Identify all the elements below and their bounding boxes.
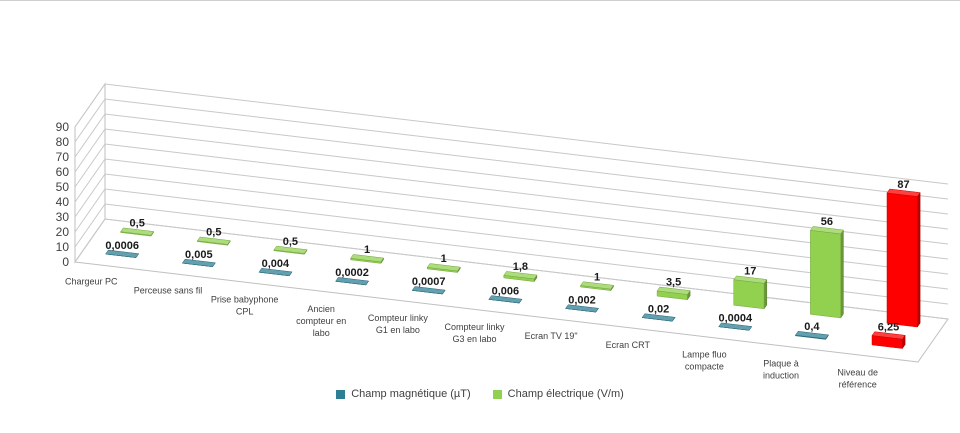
- bar-magnetic: [488, 295, 523, 304]
- category-label: Plaque à induction: [763, 358, 799, 380]
- bar-magnetic: [794, 331, 829, 341]
- data-label-magnetic: 0,0004: [718, 313, 753, 325]
- data-label-electric: 3,5: [666, 277, 681, 289]
- bar-electric: [196, 236, 231, 247]
- data-label-electric: 0,5: [283, 236, 298, 248]
- bar-magnetic: [871, 331, 906, 350]
- data-label-electric: 87: [897, 179, 909, 191]
- data-label-magnetic: 0,004: [262, 258, 290, 270]
- bar-electric: [426, 263, 461, 274]
- top-rule: [0, 0, 960, 1]
- legend: Champ magnétique (µT) Champ électrique (…: [0, 388, 960, 400]
- data-label-magnetic: 0,002: [568, 294, 596, 306]
- category-label: Prise babyphone CPL: [211, 295, 279, 317]
- side-wall: [74, 82, 106, 264]
- bars: [105, 188, 921, 350]
- data-label-magnetic: 0,0007: [412, 276, 446, 288]
- data-label-electric: 1: [594, 271, 600, 283]
- y-tick-label: 70: [56, 150, 70, 164]
- data-label-electric: 1: [364, 244, 370, 256]
- gridline: [74, 143, 949, 245]
- category-label: Lampe fluo compacte: [682, 349, 727, 371]
- data-label-magnetic: 0,005: [185, 249, 213, 261]
- y-tick-label: 20: [56, 225, 70, 239]
- category-label: Ecran TV 19": [525, 331, 578, 341]
- data-label-electric: 56: [821, 216, 833, 228]
- bar-electric: [886, 188, 921, 328]
- category-label: Compteur linky G3 en labo: [444, 322, 505, 344]
- bar-magnetic: [258, 268, 293, 277]
- data-label-magnetic: 0,4: [804, 321, 820, 333]
- data-label-electric: 1: [441, 253, 447, 265]
- legend-item-electric: Champ électrique (V/m): [492, 388, 624, 400]
- y-tick-label: 60: [56, 165, 70, 179]
- legend-swatch-electric: [492, 389, 502, 399]
- category-label: Chargeur PC: [65, 277, 118, 287]
- legend-label-magnetic: Champ magnétique (µT): [351, 388, 471, 400]
- data-label-magnetic: 0,006: [492, 285, 520, 297]
- gridline: [74, 173, 949, 275]
- data-label-magnetic: 0,02: [648, 304, 669, 316]
- category-label: Ecran CRT: [606, 340, 651, 350]
- bar-magnetic: [641, 313, 676, 322]
- y-tick-label: 30: [56, 210, 70, 224]
- category-labels: Chargeur PC Perceuse sans fil Prise babyph…: [65, 277, 878, 390]
- bar-magnetic: [181, 258, 216, 267]
- data-label-electric: 17: [744, 266, 756, 278]
- bar-magnetic: [335, 277, 370, 286]
- legend-label-electric: Champ électrique (V/m): [507, 388, 624, 400]
- bar-electric: [503, 271, 538, 283]
- bar-magnetic: [105, 249, 140, 258]
- bar-magnetic: [718, 322, 753, 331]
- data-label-magnetic: 6,25: [878, 321, 899, 333]
- legend-item-magnetic: Champ magnétique (µT): [336, 388, 471, 400]
- data-label-magnetic: 0,0006: [105, 240, 139, 252]
- bar-electric: [656, 286, 691, 301]
- gridline: [74, 203, 949, 305]
- data-label-electric: 0,5: [130, 218, 145, 230]
- y-tick-label: 10: [56, 240, 70, 254]
- gridline: [74, 188, 949, 290]
- bar-electric: [809, 226, 844, 319]
- gridline: [74, 113, 949, 215]
- category-label: Compteur linky G1 en labo: [368, 313, 429, 335]
- data-label-magnetic: 0,0002: [335, 267, 369, 279]
- bar-electric: [273, 245, 308, 256]
- y-tick-label: 80: [56, 135, 70, 149]
- legend-swatch-magnetic: [336, 389, 346, 399]
- bar-electric: [350, 254, 385, 265]
- bar-electric: [733, 275, 768, 310]
- gridline: [74, 218, 949, 320]
- bar-magnetic: [565, 304, 599, 313]
- bar-electric: [580, 281, 614, 292]
- data-labels: 0,5 0,0006 0,5 0,005 0,5 0,004 1 0,0002 1 0,0007 1…: [105, 179, 909, 334]
- y-tick-label: 40: [56, 195, 70, 209]
- y-tick-label: 50: [56, 180, 70, 194]
- gridline: [74, 158, 949, 260]
- gridline: [74, 98, 949, 200]
- gridline: [74, 128, 949, 230]
- category-label: Perceuse sans fil: [134, 286, 203, 296]
- y-tick-label: 0: [62, 255, 69, 269]
- data-label-electric: 1,8: [513, 261, 528, 273]
- y-tick-label: 90: [56, 120, 70, 134]
- data-label-electric: 0,5: [206, 227, 221, 239]
- bar-magnetic: [411, 286, 446, 295]
- category-label: Niveau de référence: [837, 368, 878, 390]
- grid-lines: [74, 83, 949, 320]
- bar-electric: [120, 227, 155, 237]
- category-label: Ancien compteur en labo: [296, 304, 346, 338]
- gridline: [74, 83, 949, 185]
